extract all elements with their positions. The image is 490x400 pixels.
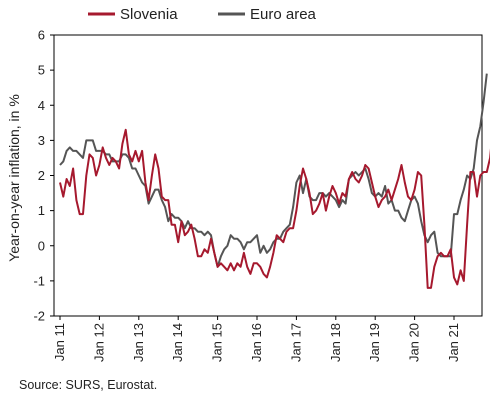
series-line-slovenia: [59, 128, 490, 289]
y-tick-label: 0: [38, 238, 45, 253]
x-tick-label: Jan 11: [52, 323, 67, 361]
y-tick-label: -1: [33, 273, 45, 288]
x-tick-label: Jan 17: [288, 323, 303, 362]
y-tick-label: 1: [38, 203, 45, 218]
series-line-euro-area: [59, 73, 488, 268]
y-tick-label: -2: [33, 309, 45, 324]
x-tick-label: Jan 15: [210, 323, 225, 362]
y-axis-title: Year-on-year inflation, in %: [6, 94, 22, 262]
series-lines: [59, 73, 490, 289]
x-tick-label: Jan 21: [446, 323, 461, 362]
x-axis: Jan 11 Jan 12 Jan 13 Jan 14 Jan 15 Jan 16 Jan …: [52, 316, 461, 362]
y-tick-label: 4: [38, 98, 45, 113]
legend: Slovenia Euro area: [88, 6, 317, 23]
x-tick-label: Jan 13: [131, 323, 146, 362]
source-note: Source: SURS, Eurostat.: [19, 378, 158, 392]
y-axis: -2 -1 0 1 2 3 4 5 6: [33, 28, 54, 324]
legend-label-euro-area: Euro area: [250, 6, 317, 23]
x-tick-label: Jan 14: [170, 323, 185, 362]
y-tick-label: 6: [38, 28, 45, 43]
x-tick-label: Jan 16: [249, 323, 264, 362]
x-tick-label: Jan 18: [328, 323, 343, 362]
y-tick-label: 2: [38, 168, 45, 183]
x-tick-label: Jan 20: [407, 323, 422, 362]
x-tick-label: Jan 12: [91, 323, 106, 362]
x-tick-label: Jan 19: [367, 323, 382, 362]
legend-label-slovenia: Slovenia: [120, 6, 178, 23]
y-tick-label: 3: [38, 133, 45, 148]
y-tick-label: 5: [38, 63, 45, 78]
